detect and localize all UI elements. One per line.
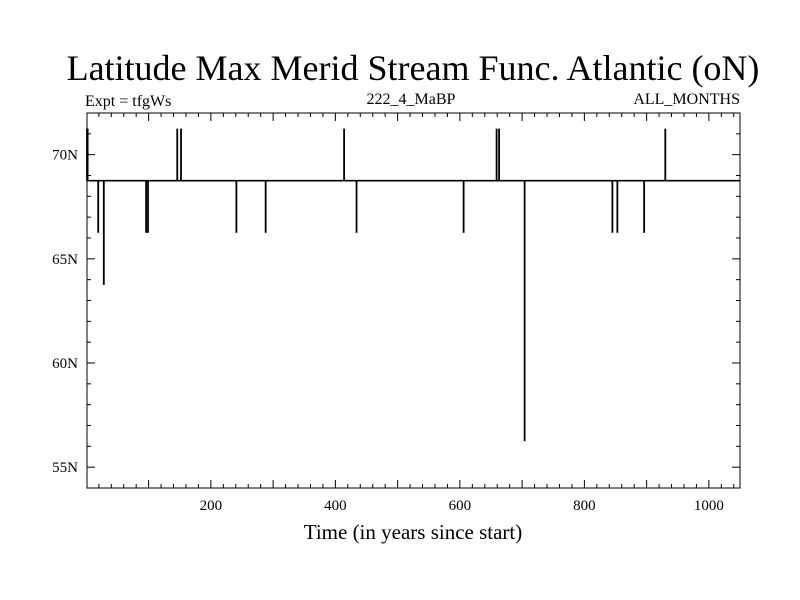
subtitle-center: 222_4_MaBP	[367, 91, 456, 108]
chart-title: Latitude Max Merid Stream Func. Atlantic…	[67, 48, 760, 88]
series-layer	[86, 128, 740, 442]
subtitle-left: Expt = tfgWs	[85, 93, 171, 110]
x-tick-label: 400	[324, 498, 347, 514]
x-tick-label: 200	[200, 498, 223, 514]
x-tick-label: 800	[573, 498, 596, 514]
y-tick-label: 60N	[52, 356, 78, 372]
subtitle-right: ALL_MONTHS	[633, 91, 740, 108]
y-tick-label: 70N	[52, 148, 78, 164]
ticks-layer	[87, 112, 740, 489]
y-tick-label: 55N	[52, 460, 78, 476]
plot-frame	[86, 112, 741, 489]
x-tick-label: 600	[449, 498, 472, 514]
y-tick-label: 65N	[52, 252, 78, 268]
x-axis-label: Time (in years since start)	[304, 520, 523, 544]
x-tick-label: 1000	[694, 498, 724, 514]
labels-layer: 200 400 600 800 1000 55N 60N 65N 70N	[52, 148, 724, 514]
